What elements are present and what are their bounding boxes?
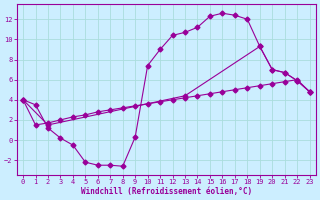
X-axis label: Windchill (Refroidissement éolien,°C): Windchill (Refroidissement éolien,°C) [81,187,252,196]
